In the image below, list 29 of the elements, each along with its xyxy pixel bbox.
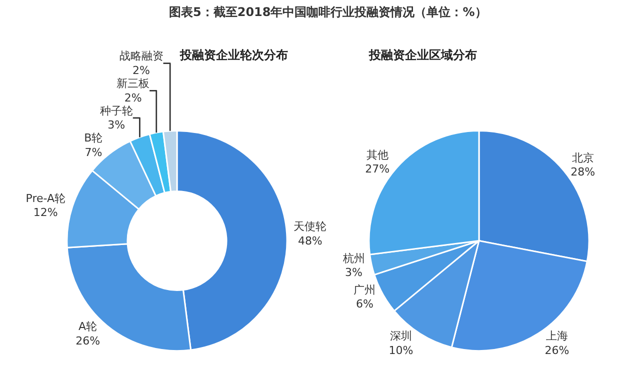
data-label: 26% — [76, 334, 100, 348]
data-label: 48% — [298, 234, 322, 248]
slice-label: 杭州 — [342, 252, 365, 265]
data-label: 10% — [388, 344, 414, 358]
slice-label: Pre-A轮 — [26, 192, 66, 205]
data-label: 7% — [84, 146, 102, 159]
chart-title: 投融资企业区域分布 — [368, 48, 477, 62]
slice-label: 战略融资 — [119, 50, 164, 63]
slice-label: 深圳 — [390, 330, 412, 343]
data-label: 12% — [33, 206, 58, 220]
slice-label: 其他 — [366, 148, 388, 162]
slice-label: A轮 — [78, 320, 98, 333]
slice-label: 天使轮 — [294, 220, 327, 234]
data-label: 2% — [132, 64, 150, 78]
slice-label: 新三板 — [116, 77, 150, 90]
data-label: 27% — [365, 162, 390, 176]
data-label: 28% — [570, 166, 596, 179]
data-label: 3% — [108, 118, 126, 132]
slice-label: 北京 — [572, 151, 594, 164]
slice-label: 上海 — [546, 330, 568, 343]
data-label: 6% — [356, 298, 374, 311]
chart-title: 投融资企业轮次分布 — [179, 48, 288, 62]
data-label: 26% — [544, 344, 570, 358]
slice-label: B轮 — [84, 132, 103, 145]
data-label: 3% — [345, 266, 362, 280]
text: 图表5：截至2018年中国咖啡行业投融资情况（单位：%） — [169, 5, 487, 19]
slice-label: 种子轮 — [100, 104, 133, 118]
slice-label: 广州 — [354, 283, 376, 296]
data-label: 2% — [124, 91, 142, 104]
